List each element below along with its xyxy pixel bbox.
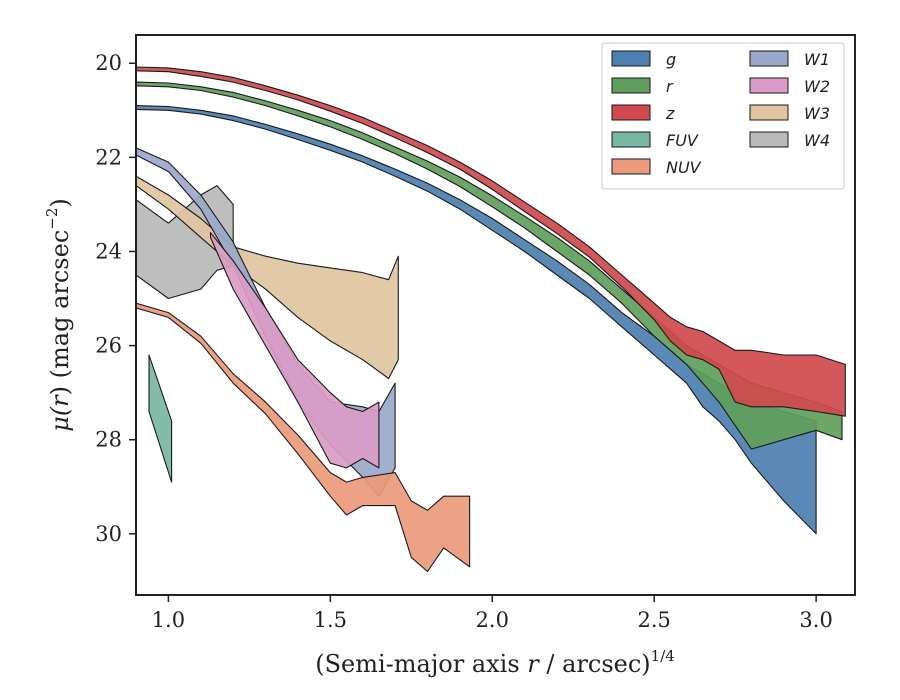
- legend-label-r: r: [666, 77, 674, 96]
- band-w2: [209, 232, 380, 469]
- plot-frame: [135, 34, 856, 596]
- legend-swatch-r: [611, 77, 651, 94]
- legend-swatch-w3: [749, 104, 789, 121]
- band-nuv: [136, 302, 471, 573]
- legend-label-w1: W1: [804, 50, 830, 69]
- band-w3: [136, 175, 399, 380]
- x-axis-title: (Semi-major axis r / arcsec)1/4: [315, 647, 675, 678]
- band-z: [136, 66, 846, 417]
- legend-label-g: g: [666, 50, 676, 69]
- x-tick-label: 3.0: [799, 608, 832, 632]
- band-g: [136, 105, 817, 535]
- x-tick-label: 2.5: [637, 608, 670, 632]
- legend-swatch-nuv: [611, 158, 651, 175]
- band-fuv: [148, 354, 173, 483]
- y-tick-label: 20: [95, 51, 122, 75]
- legend-label-z: z: [665, 104, 675, 123]
- band-layer: [136, 66, 846, 573]
- tick-layer: 1.0 1.5 2.0 2.5 3.0 20 22 24 26 28 30: [95, 51, 833, 632]
- band-r: [136, 81, 843, 450]
- legend-swatch-g: [611, 50, 651, 67]
- x-tick-label: 2.0: [476, 608, 509, 632]
- y-tick-label: 28: [95, 428, 122, 452]
- legend-label-nuv: NUV: [666, 158, 702, 177]
- y-tick-label: 24: [95, 239, 122, 263]
- legend-swatch-z: [611, 104, 651, 121]
- x-tick-label: 1.0: [152, 608, 185, 632]
- legend-label-w4: W4: [804, 131, 830, 150]
- legend-swatch-w1: [749, 50, 789, 67]
- y-axis-title: μ(r) (mag arcsec−2): [43, 198, 74, 432]
- legend-label-fuv: FUV: [666, 131, 699, 150]
- legend-label-w3: W3: [804, 104, 830, 123]
- y-tick-label: 26: [95, 334, 122, 358]
- y-tick-label: 22: [95, 145, 122, 169]
- legend-swatch-fuv: [611, 131, 651, 148]
- legend-label-w2: W2: [804, 77, 830, 96]
- legend: grz FUV NUV W1 W2 W3 W4: [601, 42, 845, 190]
- legend-swatch-w2: [749, 77, 789, 94]
- y-tick-label: 30: [95, 522, 122, 546]
- x-tick-label: 1.5: [314, 608, 347, 632]
- legend-swatch-w4: [749, 131, 789, 148]
